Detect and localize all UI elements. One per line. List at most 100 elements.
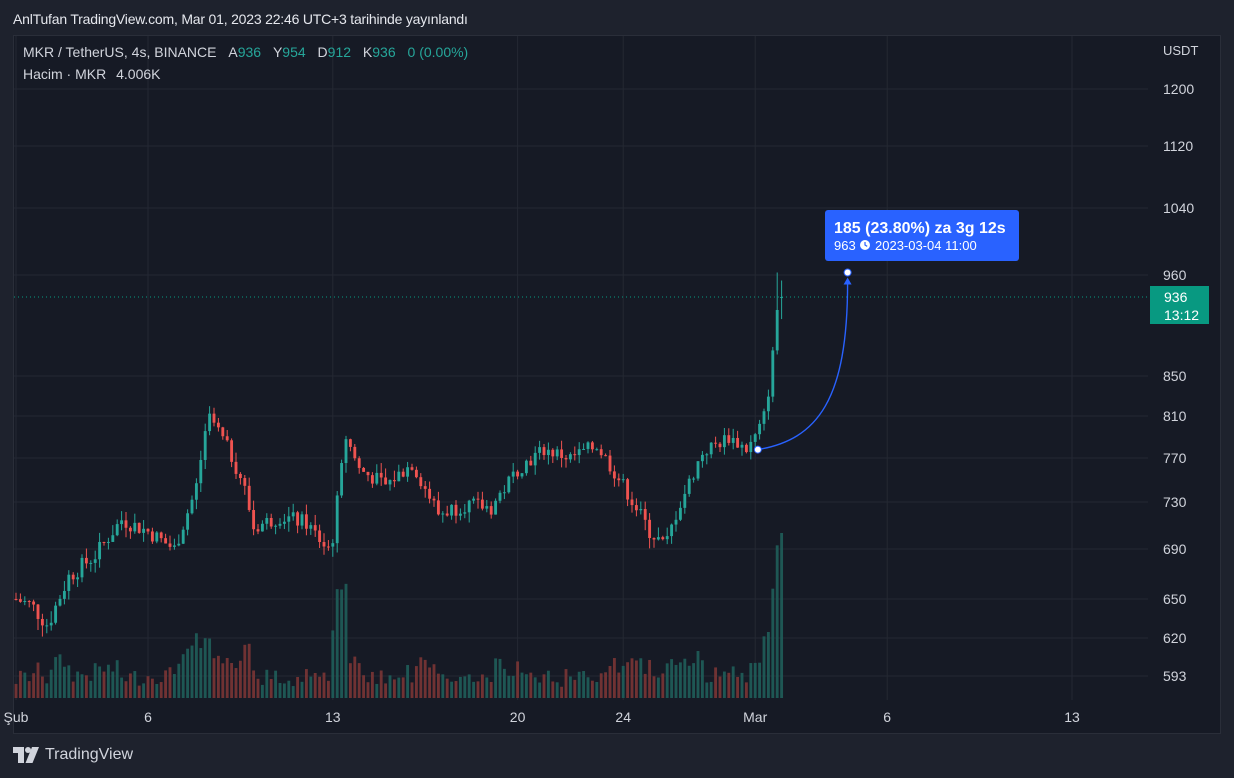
volume-bar <box>498 658 502 698</box>
volume-bar <box>379 670 383 698</box>
candle-body <box>300 514 304 526</box>
candle-body <box>287 516 291 522</box>
volume-bar <box>445 678 449 698</box>
candle-body <box>705 454 709 456</box>
volume-bar <box>146 676 150 698</box>
price-tick-label: 620 <box>1163 630 1187 646</box>
candle-body <box>568 454 572 460</box>
volume-bar <box>322 672 326 698</box>
candle-body <box>150 531 154 542</box>
candle-body <box>27 600 31 602</box>
volume-bar <box>648 659 652 698</box>
volume-bar <box>194 633 198 698</box>
candle-body <box>771 350 775 397</box>
candle-body <box>344 439 348 464</box>
time-tick-label: 24 <box>615 709 631 725</box>
volume-bar <box>54 657 58 698</box>
candle-body <box>309 525 313 529</box>
volume-bar <box>362 675 366 698</box>
candles <box>14 272 784 637</box>
volume-bar <box>89 680 93 698</box>
volume-bar <box>661 673 665 698</box>
time-tick-label: 20 <box>510 709 526 725</box>
candle-body <box>115 524 119 536</box>
volume-bar <box>221 663 225 698</box>
candle-body <box>665 536 669 540</box>
measure-label-box <box>825 210 1019 261</box>
tradingview-logo[interactable]: TradingView <box>13 746 133 764</box>
candle-body <box>14 599 18 600</box>
candle-body <box>177 543 181 546</box>
candle-body <box>164 538 168 544</box>
volume-bar <box>300 681 304 698</box>
candle-body <box>630 499 634 506</box>
candle-body <box>54 605 58 623</box>
volume-bar <box>665 663 669 698</box>
candle-body <box>731 437 735 443</box>
volume-bar <box>406 665 410 698</box>
volume-bar <box>243 644 247 698</box>
candle-body <box>766 396 770 412</box>
candle-body <box>32 601 36 605</box>
volume-bar <box>49 669 53 698</box>
volume-bar <box>181 654 185 698</box>
volume-bar <box>476 681 480 698</box>
candle-body <box>639 509 643 511</box>
candle-body <box>485 506 489 509</box>
volume-bar <box>164 670 168 698</box>
volume-bar <box>111 671 115 698</box>
volume-bar <box>18 670 22 698</box>
candle-body <box>573 454 577 456</box>
candle-body <box>392 480 396 482</box>
volume-bar <box>353 656 357 698</box>
candle-body <box>516 471 520 477</box>
candle-body <box>80 557 84 578</box>
candle-body <box>595 449 599 451</box>
volume-bar <box>533 677 537 698</box>
price-axis: 1200 1120 1040 960 850 810 770 730 690 650 620 593 <box>1163 81 1194 684</box>
candle-body <box>318 530 322 543</box>
volume-bar <box>656 677 660 698</box>
candle-body <box>678 507 682 520</box>
high-label: Y <box>272 44 283 60</box>
candle-body <box>423 486 427 489</box>
volume-bar <box>71 681 75 698</box>
volume-bar <box>291 686 295 698</box>
candle-body <box>564 457 568 460</box>
chart-panel[interactable] <box>13 35 1221 734</box>
candle-body <box>542 447 546 456</box>
volume-bar <box>128 673 132 698</box>
candle-body <box>780 297 784 299</box>
candle-body <box>621 479 625 481</box>
candle-body <box>599 449 603 456</box>
candle-body <box>159 532 163 539</box>
volume-bar <box>410 682 414 698</box>
time-tick-label: 13 <box>325 709 341 725</box>
volume-bar <box>296 677 300 698</box>
volume-bar <box>458 676 462 698</box>
volume-value: 4.006K <box>116 66 161 82</box>
candle-body <box>313 525 317 531</box>
volume-bar <box>58 654 62 698</box>
volume-bar <box>612 658 616 698</box>
candle-body <box>458 513 462 516</box>
candle-body <box>186 513 190 530</box>
price-axis-currency: USDT <box>1163 43 1198 58</box>
volume-bar <box>511 675 515 698</box>
volume-bar <box>216 655 220 698</box>
price-range-measure: 185 (23.80%) za 3g 12s 963 2023-03-04 11… <box>753 210 1019 454</box>
volume-bar <box>727 672 731 698</box>
symbol-name[interactable]: MKR / TetherUS, 4s, BINANCE <box>23 44 217 60</box>
candle-body <box>683 493 687 508</box>
volume-bar <box>282 683 286 698</box>
candle-body <box>379 472 383 478</box>
candle-body <box>520 473 524 477</box>
candle-body <box>256 529 260 532</box>
candle-body <box>529 460 533 466</box>
volume-bar <box>203 638 207 698</box>
volume-bar <box>335 589 339 698</box>
candle-body <box>758 423 762 435</box>
volume-bar <box>551 681 555 698</box>
candle-body <box>62 590 66 599</box>
